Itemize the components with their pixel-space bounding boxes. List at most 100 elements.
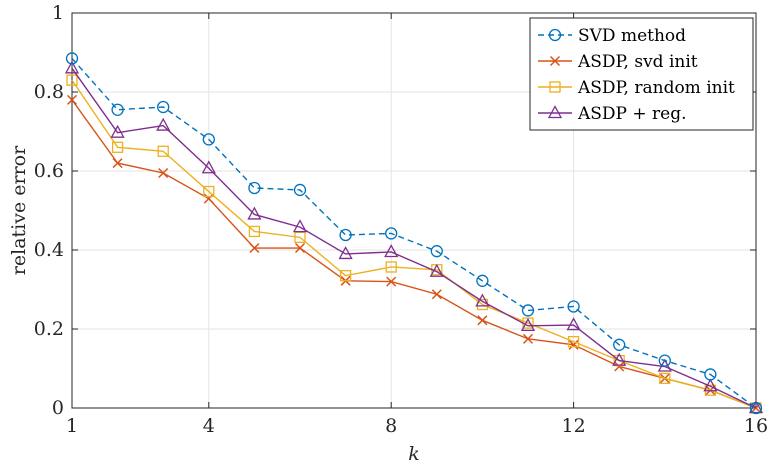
data-point: [384, 244, 399, 258]
data-point: [385, 261, 397, 273]
data-point: [567, 335, 580, 348]
data-point: [567, 300, 580, 313]
x-marker-stroke: [614, 361, 625, 372]
data-point: [386, 276, 397, 287]
x-marker-stroke: [158, 167, 169, 179]
data-point: [64, 60, 80, 74]
y-tick-label: 0.6: [34, 160, 64, 182]
data-point: [66, 94, 78, 105]
series-line: [71, 67, 757, 409]
x-tick-label: 4: [203, 415, 215, 437]
data-point: [566, 317, 581, 331]
x-marker-stroke: [568, 339, 579, 350]
data-point: [202, 133, 215, 146]
series-0: [65, 52, 763, 415]
data-point: [292, 219, 308, 233]
data-point: [111, 141, 124, 153]
data-point: [704, 368, 717, 381]
x-tick-label: 1: [66, 415, 78, 437]
legend-label: ASDP, random init: [577, 78, 735, 98]
x-marker-stroke: [66, 94, 78, 105]
y-axis-label: relative error: [8, 145, 30, 275]
x-marker-stroke: [386, 276, 397, 287]
legend-marker: [547, 105, 563, 119]
data-point: [431, 289, 442, 300]
x-axis-label: k: [408, 443, 420, 465]
y-tick-label: 0.8: [34, 81, 64, 103]
data-point: [522, 333, 534, 344]
data-point: [111, 103, 124, 116]
data-point: [338, 246, 353, 260]
data-point: [294, 242, 306, 254]
legend-label: ASDP + reg.: [577, 104, 687, 124]
legend-marker: [549, 55, 561, 67]
data-point: [659, 372, 671, 385]
data-point: [247, 206, 262, 220]
series-group: [64, 52, 764, 415]
data-point: [429, 263, 444, 277]
y-tick-label: 0.4: [34, 239, 64, 261]
data-point: [248, 225, 261, 238]
data-point: [613, 338, 626, 351]
y-tick-label: 0: [52, 397, 64, 419]
series-line: [71, 99, 757, 409]
series-line: [71, 79, 757, 409]
legend-marker: [548, 28, 562, 42]
legend-item: ASDP, svd init: [538, 52, 698, 72]
legend-box: [529, 17, 754, 131]
data-point: [201, 160, 216, 174]
x-marker-stroke: [431, 289, 442, 300]
x-marker-stroke: [477, 315, 488, 326]
legend-item: ASDP, random init: [538, 78, 735, 98]
data-point: [112, 158, 123, 169]
legend-label: ASDP, svd init: [577, 52, 698, 72]
x-tick-label: 16: [744, 415, 768, 437]
y-tick-label: 0.2: [34, 318, 64, 340]
data-point: [203, 193, 214, 204]
data-point: [749, 401, 763, 415]
x-marker-stroke: [203, 193, 214, 204]
data-point: [475, 293, 490, 307]
x-marker-stroke: [249, 242, 260, 254]
x-marker-stroke: [522, 333, 534, 344]
data-point: [658, 354, 671, 367]
series-line: [71, 57, 757, 409]
legend-label: SVD method: [578, 26, 686, 46]
data-point: [65, 52, 79, 65]
plot-area: [71, 12, 757, 409]
data-point: [110, 124, 125, 138]
x-tick-label: 12: [562, 415, 586, 437]
data-point: [612, 352, 627, 366]
series-3: [64, 60, 764, 414]
data-point: [158, 167, 169, 179]
x-marker-stroke: [549, 55, 561, 67]
data-point: [157, 100, 170, 114]
x-tick-label: 8: [385, 415, 397, 437]
data-point: [339, 228, 352, 242]
data-point: [385, 227, 398, 240]
data-point: [521, 304, 535, 317]
data-point: [203, 185, 215, 198]
legend-item: SVD method: [538, 26, 686, 46]
data-point: [157, 145, 169, 157]
data-point: [748, 400, 764, 414]
data-point: [249, 242, 260, 254]
data-point: [614, 361, 625, 372]
data-point: [293, 183, 307, 197]
legend-marker: [549, 81, 561, 93]
legend: SVD method ASDP, svd init ASDP, random ini…: [529, 17, 754, 131]
x-marker-stroke: [294, 242, 306, 254]
data-point: [294, 231, 306, 244]
y-tick-label: 1: [52, 2, 64, 24]
data-point: [568, 339, 579, 350]
data-point: [476, 274, 489, 287]
data-point: [430, 245, 443, 258]
data-point: [66, 74, 78, 86]
data-point: [520, 317, 536, 331]
data-point: [156, 117, 171, 131]
data-point: [477, 315, 488, 326]
legend-item: ASDP + reg.: [538, 104, 687, 124]
axes: 1 4 8 12 16 0 0.2 0.4 0.6 0.8 1: [34, 2, 768, 437]
x-marker-stroke: [112, 158, 123, 169]
